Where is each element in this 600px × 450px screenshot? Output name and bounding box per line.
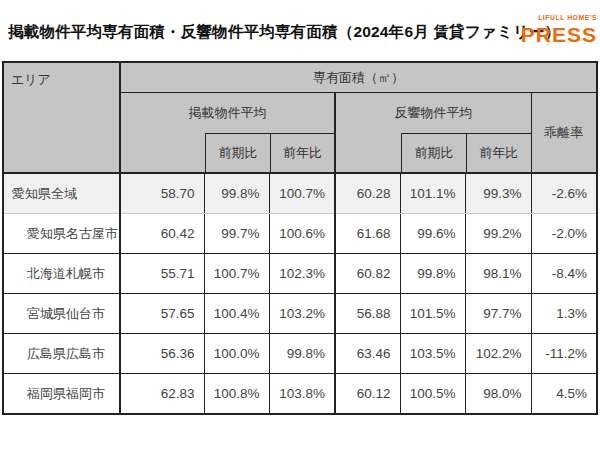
listed-avg-cell: 57.65	[120, 294, 204, 334]
listed-prev-year-cell: 100.7%	[269, 173, 335, 214]
listed-avg-cell: 58.70	[120, 173, 204, 214]
area-cell: 愛知県名古屋市	[3, 214, 120, 254]
response-prev-period-cell: 100.5%	[400, 374, 465, 415]
deviation-cell: -2.6%	[531, 173, 597, 214]
listed-prev-period-cell: 100.4%	[204, 294, 269, 334]
response-prev-period-cell: 103.5%	[400, 334, 465, 374]
area-cell: 北海道札幌市	[3, 254, 120, 294]
listed-prev-year-header: 前年比	[270, 133, 334, 172]
area-cell: 宮城県仙台市	[3, 294, 120, 334]
area-cell: 広島県広島市	[3, 334, 120, 374]
deviation-cell: 1.3%	[531, 294, 597, 334]
response-avg-cell: 63.46	[335, 334, 400, 374]
listed-average-group-header: 掲載物件平均 前期比 前年比	[120, 93, 335, 174]
listed-prev-year-cell: 99.8%	[269, 334, 335, 374]
deviation-cell: -8.4%	[531, 254, 597, 294]
floor-area-header: 専有面積（㎡）	[120, 62, 597, 93]
response-prev-year-cell: 102.2%	[465, 334, 531, 374]
listed-prev-year-cell: 103.2%	[269, 294, 335, 334]
response-prev-period-cell: 99.6%	[400, 214, 465, 254]
deviation-cell: -11.2%	[531, 334, 597, 374]
response-prev-year-header: 前年比	[466, 133, 531, 172]
response-prev-year-cell: 99.3%	[465, 173, 531, 214]
listed-prev-period-cell: 100.7%	[204, 254, 269, 294]
deviation-cell: -2.0%	[531, 214, 597, 254]
deviation-cell: 4.5%	[531, 374, 597, 415]
listed-prev-period-header: 前期比	[205, 133, 270, 172]
table-row: 愛知県全域 58.70 99.8% 100.7% 60.28 101.1% 99…	[3, 173, 597, 214]
response-avg-cell: 60.82	[335, 254, 400, 294]
listed-prev-period-cell: 100.8%	[204, 374, 269, 415]
table-row: 福岡県福岡市 62.83 100.8% 103.8% 60.12 100.5% …	[3, 374, 597, 415]
floor-area-table: エリア 専有面積（㎡） 掲載物件平均 前期比 前年比 反響物件平均 前期比 前年…	[2, 61, 598, 415]
response-prev-year-cell: 97.7%	[465, 294, 531, 334]
table-row: 宮城県仙台市 57.65 100.4% 103.2% 56.88 101.5% …	[3, 294, 597, 334]
listed-avg-cell: 56.36	[120, 334, 204, 374]
listed-prev-year-cell: 102.3%	[269, 254, 335, 294]
table-row: 愛知県名古屋市 60.42 99.7% 100.6% 61.68 99.6% 9…	[3, 214, 597, 254]
area-column-header: エリア	[3, 62, 120, 173]
response-prev-period-cell: 99.8%	[400, 254, 465, 294]
lifull-homes-press-logo: LIFULL HOME'S PRESS	[521, 15, 597, 45]
listed-prev-period-cell: 99.7%	[204, 214, 269, 254]
area-cell: 愛知県全域	[3, 173, 120, 214]
response-avg-cell: 61.68	[335, 214, 400, 254]
response-prev-year-cell: 99.2%	[465, 214, 531, 254]
table-row: 広島県広島市 56.36 100.0% 99.8% 63.46 103.5% 1…	[3, 334, 597, 374]
response-prev-year-cell: 98.0%	[465, 374, 531, 415]
listed-prev-year-cell: 103.8%	[269, 374, 335, 415]
page: 掲載物件平均専有面積・反響物件平均専有面積（2024年6月 賃貸ファミリー） L…	[0, 0, 600, 450]
response-prev-period-cell: 101.1%	[400, 173, 465, 214]
listed-avg-cell: 60.42	[120, 214, 204, 254]
listed-avg-cell: 62.83	[120, 374, 204, 415]
area-cell: 福岡県福岡市	[3, 374, 120, 415]
deviation-column-header: 乖離率	[531, 93, 597, 174]
response-prev-period-cell: 101.5%	[400, 294, 465, 334]
logo-product-text: PRESS	[521, 24, 597, 45]
response-prev-period-header: 前期比	[401, 133, 466, 172]
table-row: 北海道札幌市 55.71 100.7% 102.3% 60.82 99.8% 9…	[3, 254, 597, 294]
page-title: 掲載物件平均専有面積・反響物件平均専有面積（2024年6月 賃貸ファミリー）	[8, 22, 532, 43]
response-avg-cell: 60.28	[335, 173, 400, 214]
response-average-group-header: 反響物件平均 前期比 前年比	[335, 93, 531, 174]
logo-brand-text: LIFULL HOME'S	[521, 15, 597, 22]
listed-average-label: 掲載物件平均	[121, 93, 334, 133]
listed-prev-year-cell: 100.6%	[269, 214, 335, 254]
listed-prev-period-cell: 100.0%	[204, 334, 269, 374]
header-row-1: エリア 専有面積（㎡）	[3, 62, 597, 93]
response-prev-year-cell: 98.1%	[465, 254, 531, 294]
listed-avg-cell: 55.71	[120, 254, 204, 294]
response-average-label: 反響物件平均	[336, 93, 531, 133]
response-avg-cell: 56.88	[335, 294, 400, 334]
response-avg-cell: 60.12	[335, 374, 400, 415]
listed-prev-period-cell: 99.8%	[204, 173, 269, 214]
